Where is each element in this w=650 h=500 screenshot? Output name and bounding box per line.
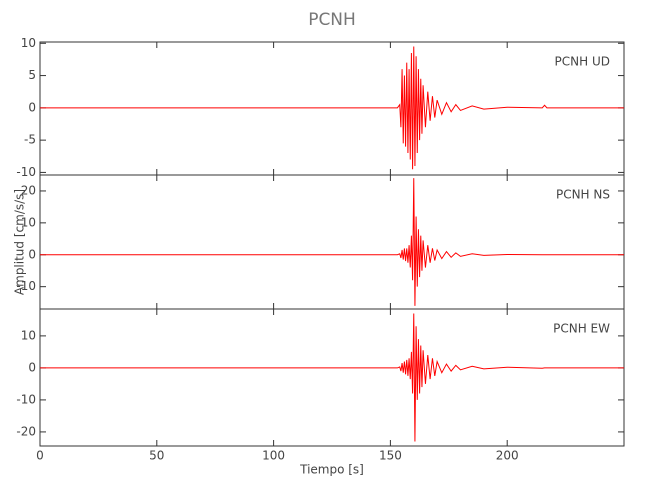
y-tick-label: -10: [16, 165, 36, 179]
y-tick-label: 0: [28, 247, 36, 261]
y-tick-label: -20: [16, 424, 36, 438]
x-axis-label: Tiempo [s]: [299, 463, 364, 477]
x-tick-label: 150: [379, 449, 402, 463]
panel-frame: [39, 174, 625, 310]
y-tick-label: 10: [21, 328, 36, 342]
x-tick-label: 0: [36, 449, 44, 463]
panel-frame: [39, 308, 625, 447]
panel-label: PCNH UD: [555, 55, 610, 69]
y-axis-label: Amplitud [cm/s/s]: [13, 189, 27, 295]
y-tick-label: 0: [28, 360, 36, 374]
x-tick-label: 200: [496, 449, 519, 463]
x-tick-label: 100: [262, 449, 285, 463]
panel-label: PCNH EW: [553, 322, 610, 336]
waveform: [40, 178, 624, 306]
y-tick-label: 10: [21, 36, 36, 50]
y-tick-label: 20: [21, 183, 36, 197]
y-tick-label: 5: [28, 68, 36, 82]
waveform: [40, 313, 624, 442]
y-tick-label: 10: [21, 215, 36, 229]
y-tick-label: -5: [24, 133, 36, 147]
y-tick-label: -10: [16, 279, 36, 293]
y-tick-label: -10: [16, 392, 36, 406]
x-tick-label: 50: [149, 449, 164, 463]
y-tick-label: 0: [28, 100, 36, 114]
waveform: [40, 46, 624, 170]
chart-title: PCNH: [308, 10, 356, 30]
panel-label: PCNH NS: [556, 188, 610, 202]
panel-frame: [39, 41, 625, 176]
